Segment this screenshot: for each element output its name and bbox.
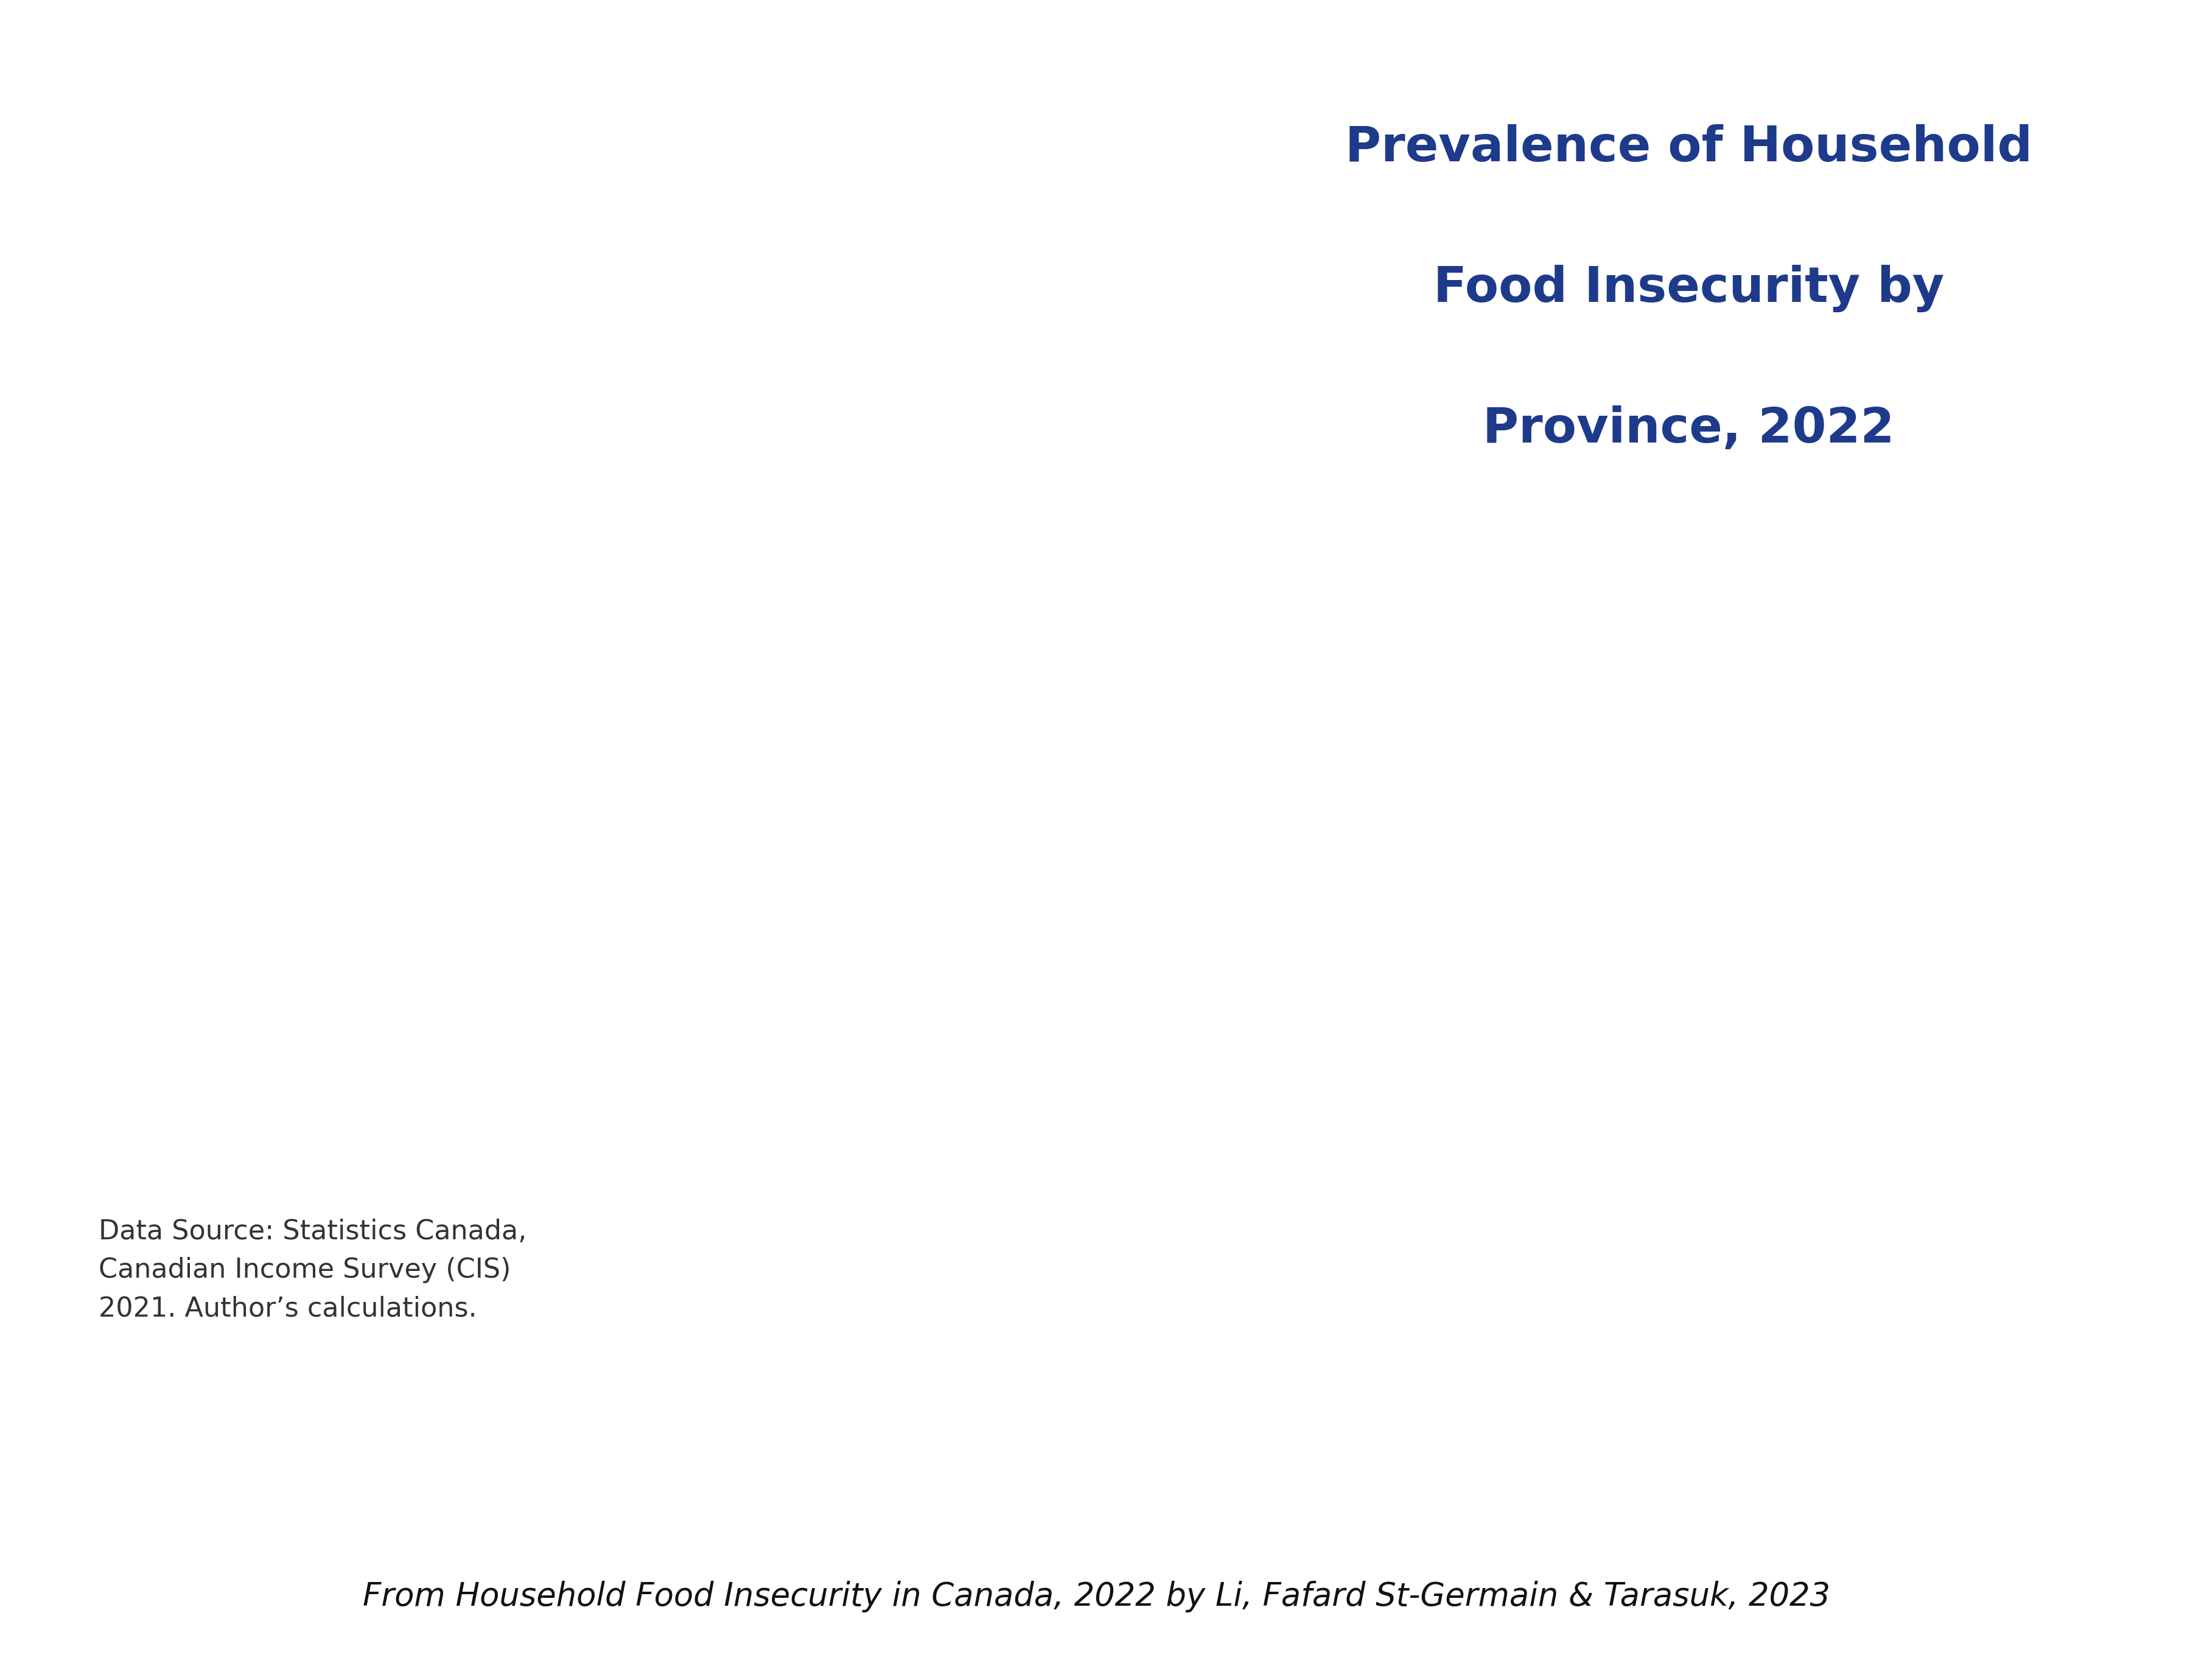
Text: Data Source: Statistics Canada,
Canadian Income Survey (CIS)
2021. Author’s calc: Data Source: Statistics Canada, Canadian… [99, 1218, 526, 1322]
Text: Prevalence of Household: Prevalence of Household [1344, 124, 2033, 171]
Text: Food Insecurity by: Food Insecurity by [1434, 265, 1943, 312]
Text: Province, 2022: Province, 2022 [1482, 405, 1895, 452]
Text: From Household Food Insecurity in Canada, 2022 by Li, Fafard St-Germain & Tarasu: From Household Food Insecurity in Canada… [362, 1581, 1831, 1613]
